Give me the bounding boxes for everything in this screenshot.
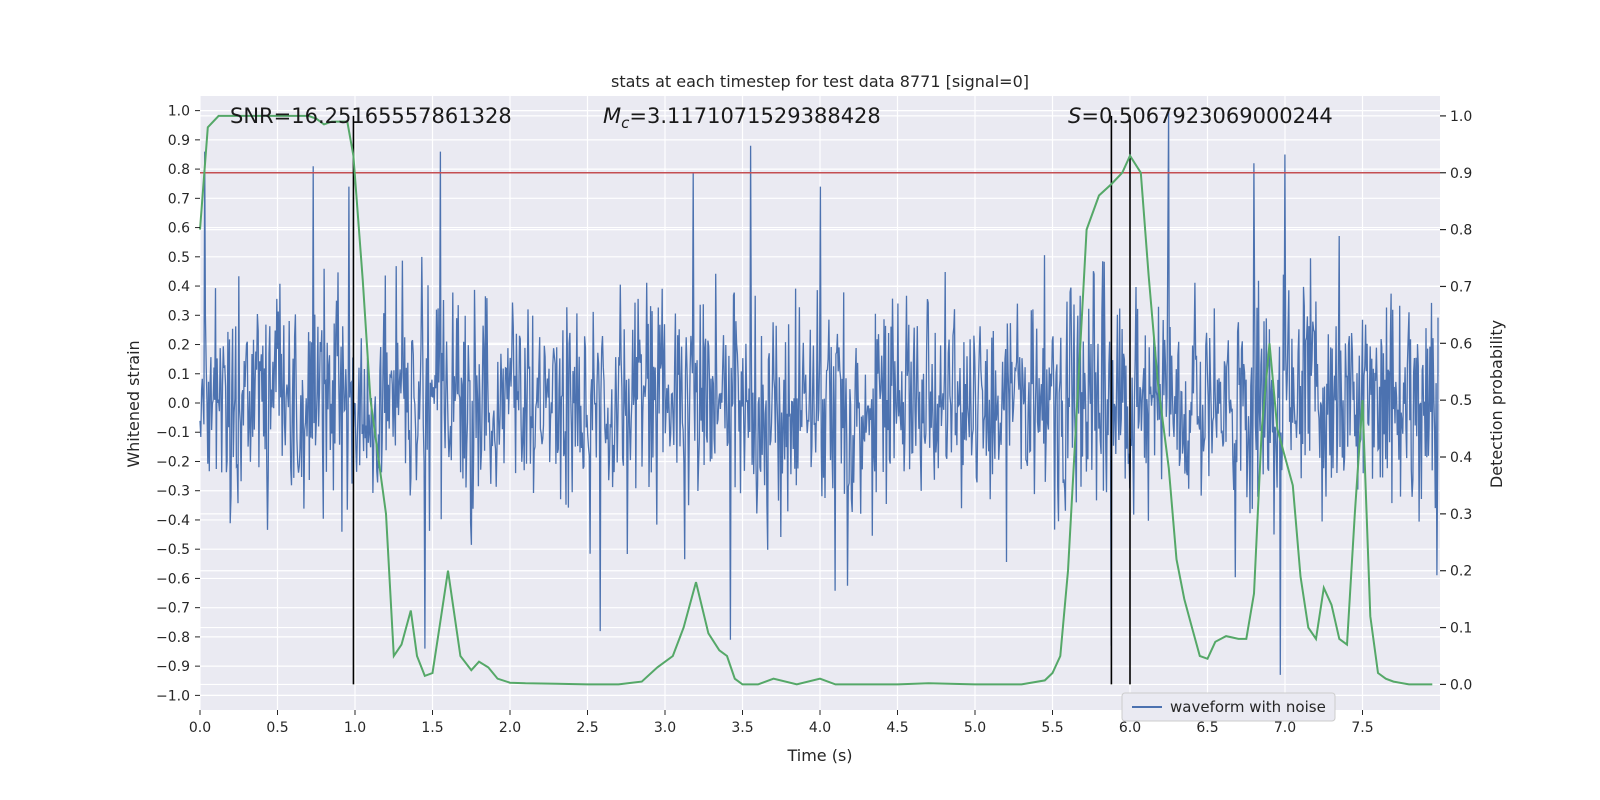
detection-probability-series bbox=[199, 114, 1433, 686]
detection-probability-line bbox=[199, 114, 1433, 686]
x-tick-label-3: 1.5 bbox=[421, 720, 443, 736]
x-tick-label-10: 5.0 bbox=[964, 720, 986, 736]
y-right-tick-label-9: 0.1 bbox=[1450, 621, 1472, 637]
y-right-tick-label-3: 0.7 bbox=[1450, 279, 1472, 295]
y-left-tick-label-15: −0.5 bbox=[156, 542, 190, 558]
y-right-tick-label-8: 0.2 bbox=[1450, 564, 1472, 580]
chirp-mass-annotation: Mc=3.1171071529388428 bbox=[603, 104, 881, 132]
y-left-tick-label-11: −0.1 bbox=[156, 425, 190, 441]
y-left-tick-label-3: 0.7 bbox=[168, 191, 190, 207]
chirp-mass-symbol: M bbox=[603, 104, 621, 128]
y-right-tick-label-7: 0.3 bbox=[1450, 507, 1472, 523]
y-left-tick-label-12: −0.2 bbox=[156, 454, 190, 470]
chirp-mass-subscript: c bbox=[621, 114, 630, 132]
y-axis-label-left: Whitened strain bbox=[124, 340, 143, 467]
s-annotation: S=0.5067923069000244 bbox=[1068, 104, 1333, 128]
y-left-tick-label-9: 0.1 bbox=[168, 367, 190, 383]
legend: waveform with noise bbox=[1121, 692, 1336, 722]
y-left-tick-label-8: 0.2 bbox=[168, 338, 190, 354]
y-tick-labels-left: 1.0 0.9 0.8 0.7 0.6 0.5 0.4 0.3 0.2 0.1 0.0 −0.1 −0.… bbox=[156, 104, 200, 704]
y-left-tick-label-10: 0.0 bbox=[168, 396, 190, 412]
y-right-tick-label-0: 1.0 bbox=[1450, 109, 1472, 125]
x-tick-label-11: 5.5 bbox=[1041, 720, 1063, 736]
y-tick-labels-right: 1.0 0.9 0.8 0.7 0.6 0.5 0.4 0.3 0.2 0.1 0.0 bbox=[1440, 109, 1472, 693]
y-left-tick-label-7: 0.3 bbox=[168, 308, 190, 324]
y-left-tick-label-6: 0.4 bbox=[168, 279, 190, 295]
y-left-tick-label-0: 1.0 bbox=[168, 104, 190, 120]
y-left-tick-label-18: −0.8 bbox=[156, 630, 190, 646]
legend-box bbox=[1121, 692, 1336, 722]
y-right-tick-label-1: 0.9 bbox=[1450, 166, 1472, 182]
y-left-tick-label-1: 0.9 bbox=[168, 133, 190, 149]
x-tick-label-4: 2.0 bbox=[499, 720, 521, 736]
y-axis-label-right: Detection probability bbox=[1487, 320, 1506, 488]
x-tick-label-13: 6.5 bbox=[1196, 720, 1218, 736]
x-tick-label-2: 1.0 bbox=[344, 720, 366, 736]
x-tick-label-6: 3.0 bbox=[654, 720, 676, 736]
s-value: =0.5067923069000244 bbox=[1081, 104, 1332, 128]
x-axis-label: Time (s) bbox=[786, 746, 852, 765]
x-tick-labels: 0.0 0.5 1.0 1.5 2.0 2.5 3.0 3.5 4.0 4.5 5.0 5.5 6.0 6… bbox=[189, 710, 1374, 736]
s-symbol: S bbox=[1068, 104, 1081, 128]
x-tick-label-12: 6.0 bbox=[1119, 720, 1141, 736]
waveform-series bbox=[199, 110, 1439, 675]
y-right-tick-label-2: 0.8 bbox=[1450, 223, 1472, 239]
y-left-tick-label-14: −0.4 bbox=[156, 513, 190, 529]
y-left-tick-label-4: 0.6 bbox=[168, 221, 190, 237]
waveform-line bbox=[199, 110, 1439, 675]
x-tick-label-5: 2.5 bbox=[576, 720, 598, 736]
chirp-mass-value: =3.1171071529388428 bbox=[629, 104, 880, 128]
y-right-tick-label-10: 0.0 bbox=[1450, 677, 1472, 693]
y-left-tick-label-5: 0.5 bbox=[168, 250, 190, 266]
x-tick-label-14: 7.0 bbox=[1274, 720, 1296, 736]
x-tick-label-0: 0.0 bbox=[189, 720, 211, 736]
y-right-tick-label-6: 0.4 bbox=[1450, 450, 1472, 466]
snr-annotation: SNR=16.25165557861328 bbox=[230, 104, 512, 128]
y-left-tick-label-16: −0.6 bbox=[156, 571, 190, 587]
y-left-tick-label-13: −0.3 bbox=[156, 484, 190, 500]
y-left-tick-label-19: −0.9 bbox=[156, 659, 190, 675]
y-right-tick-label-5: 0.5 bbox=[1450, 393, 1472, 409]
y-left-tick-label-20: −1.0 bbox=[156, 688, 190, 704]
x-tick-label-7: 3.5 bbox=[731, 720, 753, 736]
y-left-tick-label-17: −0.7 bbox=[156, 601, 190, 617]
x-tick-label-15: 7.5 bbox=[1351, 720, 1373, 736]
x-tick-label-8: 4.0 bbox=[809, 720, 831, 736]
legend-entry-waveform: waveform with noise bbox=[1170, 698, 1326, 716]
x-tick-label-1: 0.5 bbox=[266, 720, 288, 736]
y-right-tick-label-4: 0.6 bbox=[1450, 336, 1472, 352]
y-left-tick-label-2: 0.8 bbox=[168, 162, 190, 178]
vertical-lines bbox=[352, 115, 1131, 685]
chart-title: stats at each timestep for test data 877… bbox=[611, 72, 1029, 91]
x-tick-label-9: 4.5 bbox=[886, 720, 908, 736]
